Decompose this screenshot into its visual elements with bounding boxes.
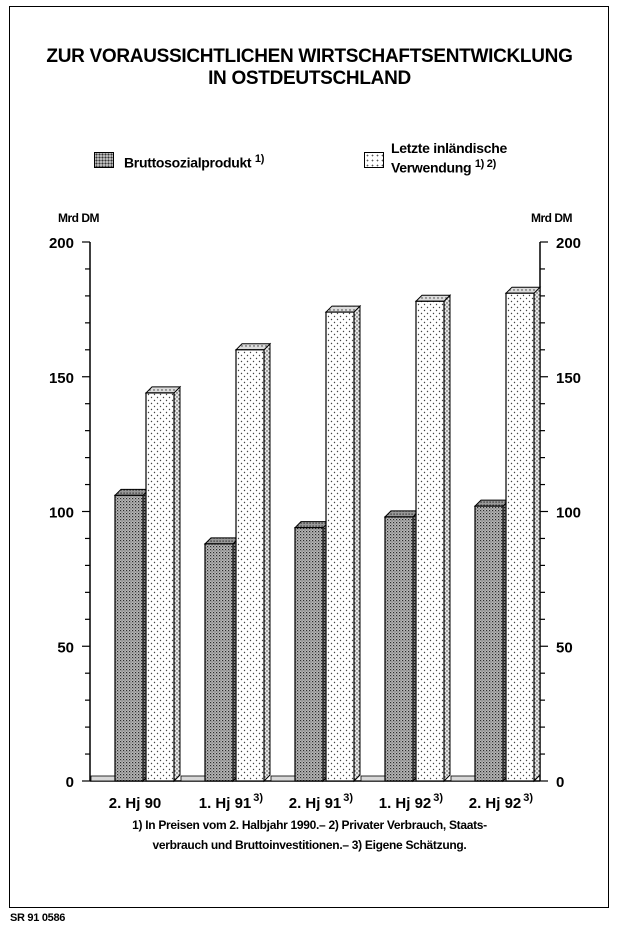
footnote-line-1: 1) In Preisen vom 2. Halbjahr 1990.– 2) … [132, 818, 487, 832]
legend-swatch-bruttosozialprodukt [94, 152, 114, 168]
bar-side [263, 342, 271, 783]
source-label: SR 91 0586 [10, 912, 66, 924]
bar-top [504, 286, 542, 294]
bar [325, 311, 355, 782]
footnote: 1) In Preisen vom 2. Halbjahr 1990.– 2) … [0, 815, 619, 855]
bar [384, 516, 414, 782]
bar-top [324, 305, 362, 313]
bar [505, 292, 535, 782]
chart-title-line-2: IN OSTDEUTSCHLAND [208, 68, 411, 89]
y-tick-label-left: 0 [66, 774, 74, 791]
x-tick-label: 2. Hj 91 [289, 795, 342, 812]
unit-label-left: Mrd DM [58, 211, 100, 225]
legend-label-verwendung-line-2: Verwendung 1) 2) [391, 156, 507, 176]
y-tick-label-right: 0 [556, 774, 564, 791]
y-tick-label-left: 150 [49, 370, 74, 387]
y-tick-label-right: 100 [556, 505, 581, 522]
legend-label-verwendung: Letzte inländische Verwendung 1) 2) [391, 140, 507, 176]
bar-side [173, 385, 181, 783]
bar-top [113, 488, 151, 496]
y-tick-label-right: 200 [556, 235, 581, 252]
axis-labels: 0 0 50 50 100 100 150 150 200 200 2. Hj 90 1. Hj 91… [49, 235, 581, 812]
legend-label-verwendung-line-2-text: Verwendung [391, 159, 472, 176]
bar [415, 300, 445, 782]
x-tick-note: 3) [343, 792, 353, 804]
bar-top [234, 343, 272, 351]
legend-label-bruttosozialprodukt: Bruttosozialprodukt 1) [124, 151, 264, 171]
bar [145, 392, 175, 782]
bar [474, 505, 504, 782]
x-tick-label: 2. Hj 90 [109, 795, 162, 812]
y-tick-label-left: 200 [49, 235, 74, 252]
bar-top [144, 386, 182, 394]
legend-note-bruttosozialprodukt: 1) [254, 153, 265, 165]
x-tick-note: 3) [523, 792, 533, 804]
bar-top [473, 499, 511, 507]
chart-title-line-1: ZUR VORAUSSICHTLICHEN WIRTSCHAFTSENTWICK… [46, 46, 573, 67]
legend-label-verwendung-line-1: Letzte inländische [391, 140, 507, 156]
y-tick-label-right: 50 [556, 639, 573, 656]
x-tick-label: 2. Hj 92 [469, 795, 522, 812]
bars [113, 285, 542, 783]
bar-side [533, 285, 541, 783]
y-tick-label-right: 150 [556, 370, 581, 387]
footnote-line-2: verbrauch und Bruttoinvestitionen.– 3) E… [152, 838, 467, 852]
x-tick-note: 3) [253, 792, 263, 804]
bar [114, 494, 144, 782]
bar-top [203, 537, 241, 545]
chart-title: ZUR VORAUSSICHTLICHEN WIRTSCHAFTSENTWICK… [0, 46, 619, 90]
bar-top [383, 510, 421, 518]
bar-side [443, 294, 451, 783]
bar [204, 543, 234, 782]
bar-top [414, 294, 452, 302]
bar-side [353, 304, 361, 783]
legend-swatch-verwendung [364, 152, 384, 168]
x-tick-label: 1. Hj 92 [379, 795, 432, 812]
y-tick-label-left: 100 [49, 505, 74, 522]
legend-label-bruttosozialprodukt-text: Bruttosozialprodukt [124, 154, 252, 171]
y-tick-label-left: 50 [57, 639, 74, 656]
legend-note-verwendung: 1) 2) [474, 158, 496, 170]
chart-frame [9, 6, 609, 908]
bar [235, 349, 265, 782]
bar [294, 527, 324, 782]
x-tick-note: 3) [433, 792, 443, 804]
x-tick-label: 1. Hj 91 [199, 795, 252, 812]
bar-top [293, 521, 331, 529]
unit-label-right: Mrd DM [531, 211, 573, 225]
